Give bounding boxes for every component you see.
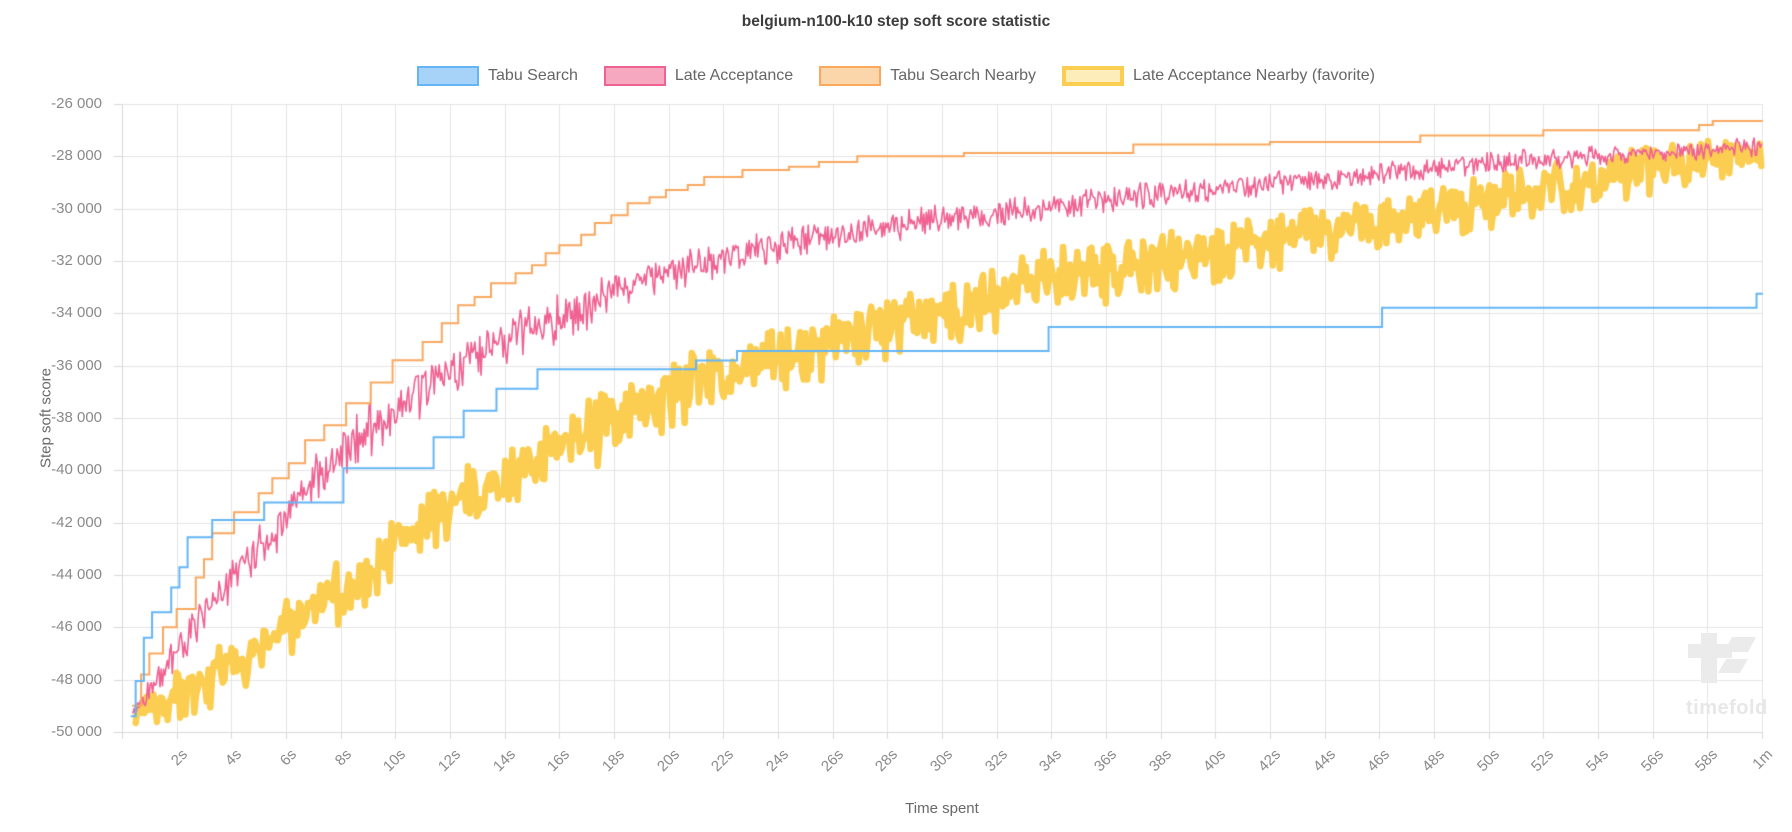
y-tick-label: -48 000 xyxy=(51,670,102,688)
watermark: timefold xyxy=(1684,628,1784,720)
timefold-logo-icon xyxy=(1688,633,1756,683)
y-tick-label: -50 000 xyxy=(51,723,102,740)
x-axis-title: Time spent xyxy=(905,800,979,817)
y-tick-label: -42 000 xyxy=(51,513,102,531)
y-tick-label: -32 000 xyxy=(51,252,102,269)
y-tick-label: -40 000 xyxy=(51,461,102,479)
y-tick-label: -28 000 xyxy=(51,147,102,165)
y-tick-label: -46 000 xyxy=(51,618,102,636)
y-tick-label: -44 000 xyxy=(51,566,102,583)
y-tick-label: -38 000 xyxy=(51,409,102,426)
y-tick-label: -34 000 xyxy=(51,304,102,322)
y-tick-label: -30 000 xyxy=(51,199,102,217)
y-tick-label: -26 000 xyxy=(51,95,102,112)
y-tick-label: -36 000 xyxy=(51,356,102,374)
watermark-text: timefold xyxy=(1686,697,1768,719)
